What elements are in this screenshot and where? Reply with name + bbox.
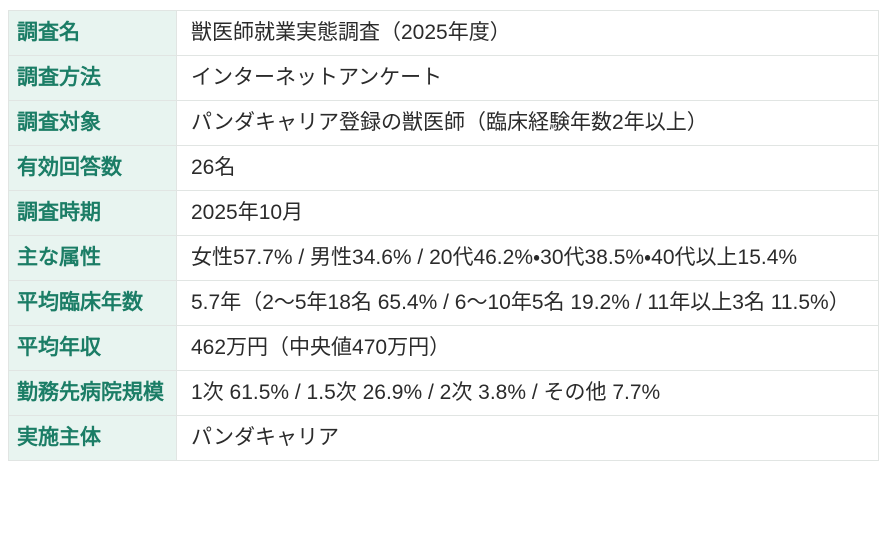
row-value-cell: パンダキャリア [176,415,879,461]
table-row: 調査方法 インターネットアンケート [8,55,879,101]
row-header-cell: 実施主体 [8,415,177,461]
row-header-cell: 主な属性 [8,235,177,281]
row-value-cell: インターネットアンケート [176,55,879,101]
row-value-cell: 26名 [176,145,879,191]
survey-table-body: 調査名 獣医師就業実態調査（2025年度） 調査方法 インターネットアンケート … [8,10,879,461]
row-value-cell: 462万円（中央値470万円） [176,325,879,371]
table-row: 有効回答数 26名 [8,145,879,191]
table-row: 調査対象 パンダキャリア登録の獣医師（臨床経験年数2年以上） [8,100,879,146]
row-value-cell: 女性57.7% / 男性34.6% / 20代46.2%・30代38.5%・40… [176,235,879,281]
row-value-cell: 2025年10月 [176,190,879,236]
row-header-cell: 平均年収 [8,325,177,371]
row-header-cell: 調査名 [8,10,177,56]
table-row: 実施主体 パンダキャリア [8,415,879,461]
row-value-cell: パンダキャリア登録の獣医師（臨床経験年数2年以上） [176,100,879,146]
row-value-cell: 1次 61.5% / 1.5次 26.9% / 2次 3.8% / その他 7.… [176,370,879,416]
table-row: 平均年収 462万円（中央値470万円） [8,325,879,371]
row-header-cell: 調査方法 [8,55,177,101]
table-row: 調査名 獣医師就業実態調査（2025年度） [8,10,879,56]
row-header-cell: 有効回答数 [8,145,177,191]
table-row: 調査時期 2025年10月 [8,190,879,236]
row-value-cell: 5.7年（2〜5年18名 65.4% / 6〜10年5名 19.2% / 11年… [176,280,879,326]
row-header-cell: 平均臨床年数 [8,280,177,326]
row-header-cell: 調査時期 [8,190,177,236]
row-header-cell: 調査対象 [8,100,177,146]
row-header-cell: 勤務先病院規模 [8,370,177,416]
table-row: 平均臨床年数 5.7年（2〜5年18名 65.4% / 6〜10年5名 19.2… [8,280,879,326]
table-row: 勤務先病院規模 1次 61.5% / 1.5次 26.9% / 2次 3.8% … [8,370,879,416]
survey-summary-table: 調査名 獣医師就業実態調査（2025年度） 調査方法 インターネットアンケート … [8,10,879,461]
table-row: 主な属性 女性57.7% / 男性34.6% / 20代46.2%・30代38.… [8,235,879,281]
row-value-cell: 獣医師就業実態調査（2025年度） [176,10,879,56]
